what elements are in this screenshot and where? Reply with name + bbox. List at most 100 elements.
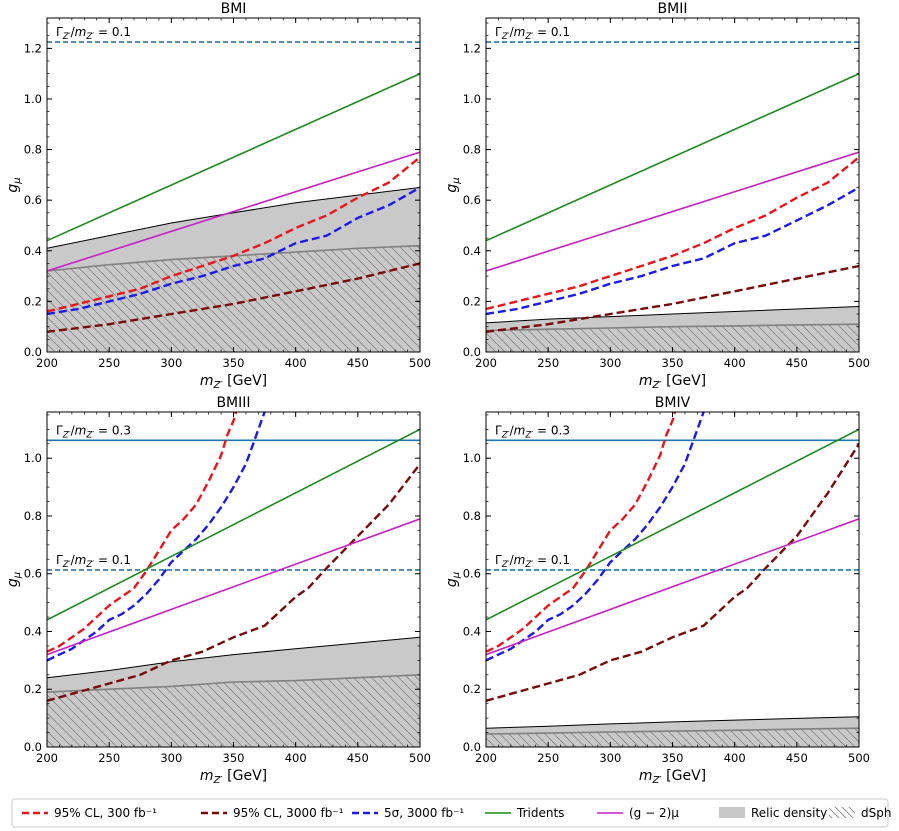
- x-tick-label: 400: [285, 751, 307, 765]
- y-axis-label: gμ: [5, 177, 23, 192]
- x-axis-label: mZ′ [GeV]: [639, 373, 706, 391]
- chart-title: BMIV: [655, 395, 691, 411]
- dsph-edge: [486, 727, 859, 735]
- svg-text:gμ: gμ: [5, 177, 23, 192]
- legend-label: 95% CL, 300 fb⁻¹: [54, 806, 157, 820]
- y-tick-label: 1.0: [24, 451, 42, 465]
- x-tick-label: 350: [662, 751, 684, 765]
- series-95-cl-3000-fb-1: [47, 463, 420, 702]
- legend-item-g-2: (g − 2)μ: [597, 806, 679, 820]
- legend-swatch: [719, 807, 745, 818]
- panel-bmiii: ΓZ′/mZ′ = 0.3 ΓZ′/mZ′ = 0.1 200 250 300 350 40…: [5, 395, 431, 786]
- plot-area: [486, 41, 859, 352]
- series-tridents: [486, 72, 859, 242]
- legend-item-dsph: dSph: [829, 806, 891, 820]
- series-95-cl-300-fb-1: [47, 156, 420, 313]
- legend-item-relic-density: Relic density: [719, 806, 827, 820]
- series-g-2: [486, 151, 859, 272]
- annotation-z-m-z-0-1: ΓZ′/mZ′ = 0.1: [56, 25, 131, 42]
- dsph-edge: [486, 323, 859, 332]
- x-tick-label: 200: [475, 356, 497, 370]
- relic-density-edge: [47, 187, 420, 249]
- y-tick-label: 0.0: [463, 740, 481, 754]
- series-95-cl-3000-fb-1: [47, 262, 420, 333]
- y-tick-label: 0.2: [463, 294, 481, 308]
- x-tick-label: 250: [537, 751, 559, 765]
- x-tick-label: 200: [36, 356, 58, 370]
- x-tick-label: 450: [786, 356, 808, 370]
- x-axis-label: mZ′ [GeV]: [639, 768, 706, 786]
- x-tick-label: 350: [223, 356, 245, 370]
- x-tick-label: 300: [160, 356, 182, 370]
- x-tick-label: 350: [662, 356, 684, 370]
- series-95-cl-300-fb-1: [486, 412, 677, 653]
- y-tick-label: 1.0: [24, 92, 42, 106]
- y-tick-label: 0.0: [24, 740, 42, 754]
- x-tick-label: 400: [285, 356, 307, 370]
- annotation-z-m-z-0-3: ΓZ′/mZ′ = 0.3: [495, 423, 570, 440]
- y-axis-label: gμ: [444, 572, 462, 587]
- series-tridents: [486, 428, 859, 621]
- x-tick-label: 450: [786, 751, 808, 765]
- y-tick-label: 1.2: [24, 41, 42, 55]
- y-axis-label: gμ: [5, 572, 23, 587]
- svg-text:gμ: gμ: [444, 177, 462, 192]
- y-tick-label: 0.4: [24, 244, 42, 258]
- x-tick-label: 250: [98, 751, 120, 765]
- x-tick-label: 250: [98, 356, 120, 370]
- legend-box: [11, 798, 889, 828]
- axes-frame: [485, 411, 860, 748]
- series-95-cl-3000-fb-1: [486, 264, 859, 333]
- y-tick-label: 1.2: [463, 41, 481, 55]
- y-tick-label: 0.2: [24, 294, 42, 308]
- chart-title: BMII: [658, 1, 688, 17]
- y-tick-label: 0.4: [24, 624, 42, 638]
- legend-label: dSph: [861, 806, 891, 820]
- plot-area: [47, 41, 420, 352]
- relic-density-edge: [486, 716, 859, 729]
- series-g-2: [47, 518, 420, 656]
- relic-density-edge: [486, 306, 859, 324]
- plot-area: [47, 412, 420, 747]
- legend-label: Tridents: [516, 806, 564, 820]
- panel-bmii: ΓZ′/mZ′ = 0.1 200 250 300 350 400 450 500 0.0 0.2…: [444, 1, 870, 391]
- y-tick-label: 0.8: [463, 509, 481, 523]
- annotation-z-m-z-0-1: ΓZ′/mZ′ = 0.1: [495, 553, 570, 570]
- x-tick-label: 400: [724, 751, 746, 765]
- annotation-z-m-z-0-3: ΓZ′/mZ′ = 0.3: [56, 423, 131, 440]
- x-axis-label: mZ′ [GeV]: [200, 373, 267, 391]
- x-tick-label: 500: [848, 356, 870, 370]
- y-tick-label: 0.6: [24, 567, 42, 581]
- panel-bmi: ΓZ′/mZ′ = 0.1 200 250 300 350 400 450 500 0.0 0.2…: [5, 1, 431, 391]
- x-tick-label: 350: [223, 751, 245, 765]
- legend: 95% CL, 300 fb⁻¹ 95% CL, 3000 fb⁻¹ 5σ, 300…: [11, 798, 891, 828]
- y-tick-label: 0.6: [463, 567, 481, 581]
- legend-label: 95% CL, 3000 fb⁻¹: [233, 806, 344, 820]
- legend-label: 5σ, 3000 fb⁻¹: [384, 806, 464, 820]
- relic-density-band: [486, 306, 859, 331]
- legend-item-95-cl-3000-fb: 95% CL, 3000 fb⁻¹: [201, 806, 344, 820]
- dsph-region: [486, 324, 859, 352]
- legend-label: (g − 2)μ: [629, 806, 679, 820]
- series-5-3000-fb-1: [486, 186, 859, 316]
- y-tick-label: 0.8: [463, 143, 481, 157]
- x-tick-label: 500: [409, 356, 431, 370]
- dsph-edge: [47, 674, 420, 693]
- axes-frame: [485, 17, 860, 353]
- y-tick-label: 0.4: [463, 624, 481, 638]
- y-tick-label: 0.4: [463, 244, 481, 258]
- series-g-2: [47, 151, 420, 272]
- y-tick-label: 0.8: [24, 509, 42, 523]
- panel-bmiv: ΓZ′/mZ′ = 0.3 ΓZ′/mZ′ = 0.1 200 250 300 350 40…: [444, 395, 870, 786]
- legend-item-tridents: Tridents: [485, 806, 564, 820]
- x-tick-label: 250: [537, 356, 559, 370]
- y-tick-label: 0.0: [463, 345, 481, 359]
- chart-title: BMI: [221, 1, 247, 17]
- annotation-z-m-z-0-1: ΓZ′/mZ′ = 0.1: [495, 25, 570, 42]
- relic-density-edge: [47, 636, 420, 679]
- series-95-cl-300-fb-1: [47, 412, 238, 653]
- y-tick-label: 0.8: [24, 143, 42, 157]
- y-tick-label: 0.0: [24, 345, 42, 359]
- series-5-3000-fb-1: [486, 412, 705, 662]
